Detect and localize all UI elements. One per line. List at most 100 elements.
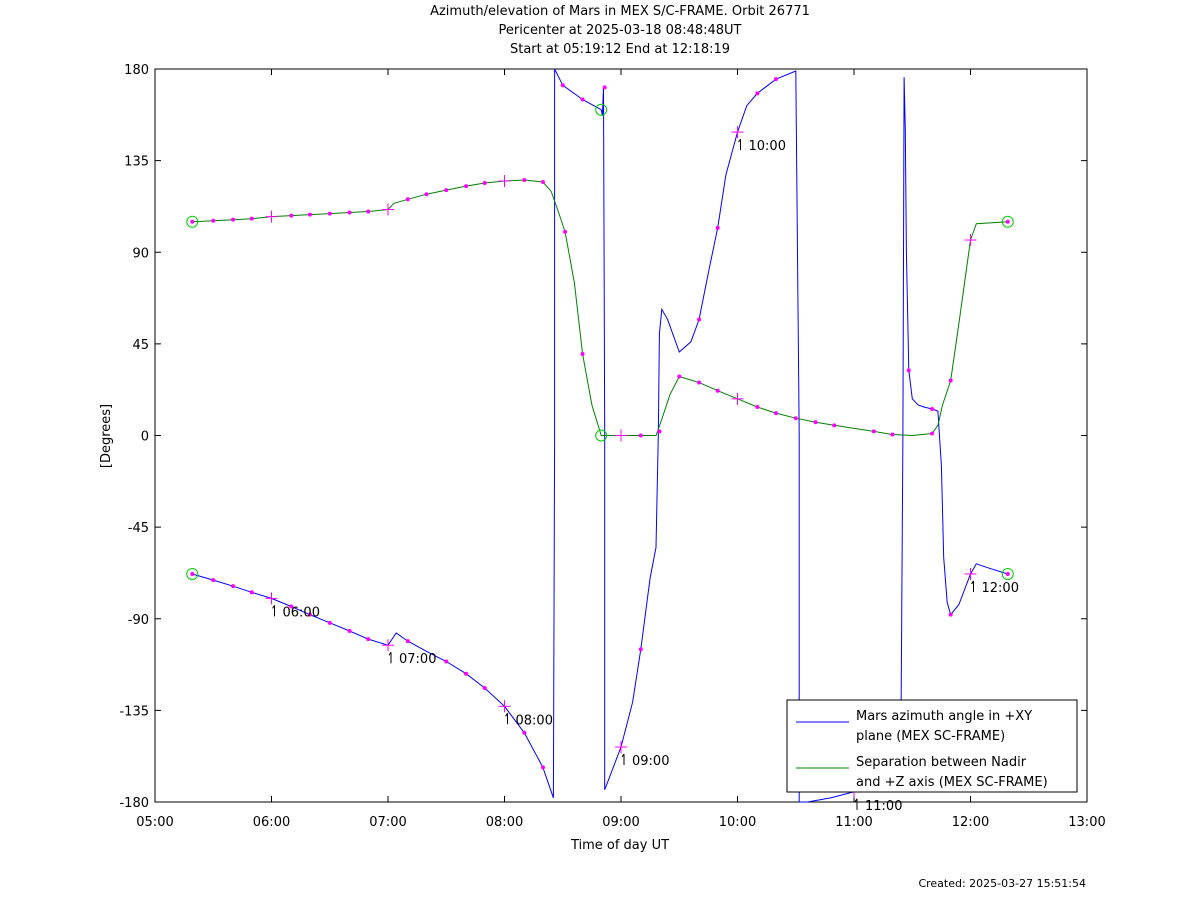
- x-tick-label: 07:00: [369, 815, 406, 830]
- hour-arrow-head: [388, 651, 392, 656]
- hour-marker: [615, 429, 627, 442]
- axes-frame: 05:00 06:00 07:00 08:00 09:00 10:00 11:00 12:00…: [119, 63, 1105, 830]
- hour-arrow-head: [971, 580, 974, 585]
- data-point: [697, 380, 702, 385]
- series-lines: [192, 68, 1008, 803]
- data-point: [638, 433, 643, 438]
- x-tick-label: 13:00: [1068, 815, 1105, 830]
- data-point: [580, 352, 585, 357]
- data-point: [289, 213, 294, 218]
- hour-marker: 10:00: [731, 126, 786, 154]
- hour-marker: 08:00: [498, 700, 553, 728]
- hour-marker: 07:00: [382, 639, 436, 667]
- hour-marker-label: 08:00: [516, 713, 553, 728]
- data-point: [424, 192, 429, 197]
- hour-marker-label: 11:00: [865, 799, 902, 814]
- data-point: [307, 212, 312, 217]
- hour-arrow-head: [738, 138, 741, 143]
- data-point: [327, 211, 332, 216]
- y-tick-label: 180: [124, 63, 149, 78]
- x-tick-label: 12:00: [952, 815, 989, 830]
- data-point: [444, 188, 449, 193]
- chart-title-line-3: Start at 05:19:12 End at 12:18:19: [509, 42, 731, 57]
- x-tick-label: 10:00: [719, 815, 756, 830]
- data-point: [677, 374, 682, 379]
- y-tick-label: 90: [132, 246, 149, 261]
- data-point: [190, 571, 195, 576]
- data-point: [755, 91, 760, 96]
- data-point: [1005, 571, 1010, 576]
- data-point: [347, 210, 352, 215]
- event-circle-marker: [186, 215, 199, 228]
- chart-title-line-1: Azimuth/elevation of Mars in MEX S/C-FRA…: [430, 4, 810, 19]
- created-timestamp: Created: 2025-03-27 15:51:54: [918, 877, 1086, 890]
- hour-marker: 09:00: [615, 741, 669, 769]
- hour-marker-label: 09:00: [632, 754, 669, 769]
- data-point: [231, 584, 236, 589]
- data-point: [211, 578, 216, 583]
- data-point: [211, 218, 216, 223]
- data-point: [948, 378, 953, 383]
- hour-marker: 12:00: [964, 567, 1019, 596]
- data-point: [697, 317, 702, 322]
- hour-arrow-head: [621, 753, 625, 758]
- x-tick-label: 06:00: [253, 815, 290, 830]
- hour-arrow-head: [854, 798, 858, 803]
- event-circle-marker: [595, 103, 608, 116]
- hour-marker-label: 12:00: [982, 581, 1019, 596]
- data-point: [464, 671, 469, 676]
- legend: Mars azimuth angle in +XY plane (MEX SC-F…: [786, 699, 1078, 793]
- data-point: [638, 647, 643, 652]
- data-point: [580, 97, 585, 102]
- marker-layer: 06:00 07:00 08:00 09:00 10:00 11:00 12:00: [186, 77, 1019, 814]
- y-tick-label: -135: [119, 704, 149, 719]
- hour-marker-label: 06:00: [283, 605, 320, 620]
- hour-marker: 11:00: [848, 785, 902, 814]
- y-tick-label: 0: [141, 430, 149, 445]
- series-line-1: [192, 179, 1008, 437]
- hour-arrow-head: [505, 713, 508, 717]
- series-line-0: [192, 68, 1008, 803]
- x-tick-label: 08:00: [486, 815, 523, 830]
- data-point: [190, 219, 195, 224]
- data-point: [249, 216, 254, 221]
- hour-marker-label: 07:00: [399, 652, 436, 667]
- data-point: [522, 177, 527, 182]
- data-point: [540, 180, 545, 185]
- data-point: [289, 604, 294, 609]
- data-point: [813, 420, 818, 425]
- data-point: [249, 590, 254, 595]
- event-circle-marker: [595, 429, 608, 442]
- data-point: [832, 423, 837, 428]
- data-point: [930, 431, 935, 436]
- hour-marker: [498, 174, 511, 187]
- data-point: [540, 765, 545, 770]
- data-point: [347, 628, 352, 633]
- event-circle-marker: [186, 567, 199, 580]
- data-point: [871, 429, 876, 434]
- x-tick-label: 09:00: [602, 815, 639, 830]
- chart-title-line-2: Pericenter at 2025-03-18 08:48:48UT: [498, 23, 742, 38]
- event-circle-marker: [1001, 567, 1014, 580]
- data-point: [327, 620, 332, 625]
- y-tick-label: -90: [128, 613, 149, 628]
- legend-label: Separation between Nadir: [856, 755, 1027, 770]
- data-point: [755, 404, 760, 409]
- data-point: [657, 429, 662, 434]
- y-tick-label: -45: [128, 521, 149, 536]
- legend-label: Mars azimuth angle in +XY: [856, 709, 1032, 724]
- y-tick-label: 45: [132, 338, 149, 353]
- data-point: [890, 432, 895, 437]
- data-point: [793, 416, 798, 421]
- data-point: [773, 411, 778, 416]
- legend-label: and +Z axis (MEX SC-FRAME): [856, 775, 1048, 790]
- legend-box: [786, 699, 1078, 793]
- hour-marker: [964, 234, 977, 247]
- hour-marker-label: 10:00: [749, 139, 786, 154]
- data-point: [560, 83, 565, 88]
- data-point: [773, 77, 778, 82]
- data-point: [366, 637, 371, 642]
- data-point: [307, 612, 312, 617]
- hour-marker: [265, 210, 278, 223]
